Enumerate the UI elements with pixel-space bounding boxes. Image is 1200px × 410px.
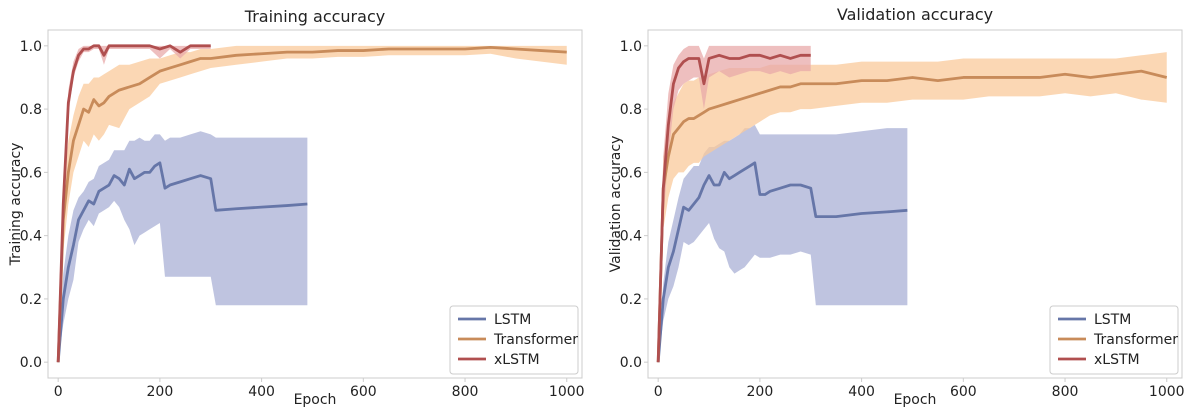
y-tick-label: 0.2 — [620, 292, 642, 308]
legend-label: Transformer — [1093, 332, 1178, 348]
x-tick-label: 400 — [848, 384, 875, 400]
x-tick-label: 1000 — [1149, 384, 1185, 400]
plot-frame — [647, 29, 1183, 379]
transformer-line — [656, 69, 1168, 363]
y-tick-label: 0.8 — [620, 102, 642, 118]
y-tick-label: 0.8 — [20, 102, 42, 118]
validation-accuracy-chart: Validation accuracy 0 200 400 600 800 1000 0.… — [608, 5, 1185, 408]
x-tick-label: 600 — [350, 384, 377, 400]
x-axis-ticks: 0 200 400 600 800 1000 — [54, 378, 585, 400]
x-tick-label: 600 — [950, 384, 977, 400]
x-axis-ticks: 0 200 400 600 800 1000 — [654, 378, 1185, 400]
y-axis-ticks: 0.0 0.2 0.4 0.6 0.8 1.0 — [20, 39, 48, 371]
series-lines — [56, 44, 567, 363]
y-axis-ticks: 0.0 0.2 0.4 0.6 0.8 1.0 — [620, 39, 648, 371]
x-tick-label: 200 — [147, 384, 174, 400]
y-tick-label: 0.6 — [20, 165, 42, 181]
x-tick-label: 0 — [654, 384, 663, 400]
x-tick-label: 800 — [1052, 384, 1079, 400]
legend-frame — [449, 305, 579, 375]
legend-label: Transformer — [493, 332, 578, 348]
xlstm-line — [56, 44, 211, 363]
lstm-band — [58, 131, 308, 363]
x-axis-label: Epoch — [894, 392, 937, 408]
x-axis-label: Epoch — [294, 392, 337, 408]
transformer-band — [658, 52, 1167, 363]
lstm-line — [656, 161, 908, 363]
y-tick-label: 0.0 — [620, 355, 642, 371]
y-tick-label: 0.6 — [620, 165, 642, 181]
legend-frame — [1049, 305, 1179, 375]
y-tick-label: 0.0 — [20, 355, 42, 371]
transformer-band — [58, 45, 567, 363]
y-axis-label: Training accuracy — [8, 143, 24, 267]
legend-label: xLSTM — [1094, 352, 1140, 368]
y-tick-label: 0.2 — [20, 292, 42, 308]
xlstm-band — [658, 45, 811, 363]
xlstm-line — [656, 53, 811, 363]
plot-frame — [47, 29, 583, 379]
training-accuracy-chart: Training accuracy 0 200 400 600 800 1000 0.00… — [8, 7, 585, 408]
legend: LSTM Transformer xLSTM — [449, 305, 579, 375]
lstm-line — [56, 161, 308, 363]
legend-label: LSTM — [494, 312, 531, 328]
legend: LSTM Transformer xLSTM — [1049, 305, 1179, 375]
y-tick-label: 1.0 — [620, 39, 642, 55]
legend-label: xLSTM — [494, 352, 540, 368]
y-tick-label: 1.0 — [20, 39, 42, 55]
x-tick-label: 400 — [248, 384, 275, 400]
x-tick-label: 200 — [747, 384, 774, 400]
legend-label: LSTM — [1094, 312, 1131, 328]
y-axis-label: Validation accuracy — [608, 136, 624, 273]
x-tick-label: 800 — [452, 384, 479, 400]
x-tick-label: 1000 — [549, 384, 585, 400]
transformer-line — [56, 46, 567, 363]
chart-title: Validation accuracy — [837, 5, 993, 24]
y-tick-label: 0.4 — [620, 229, 642, 245]
y-tick-label: 0.4 — [20, 229, 42, 245]
series-lines — [656, 53, 1168, 363]
chart-title: Training accuracy — [244, 7, 385, 26]
x-tick-label: 0 — [54, 384, 63, 400]
